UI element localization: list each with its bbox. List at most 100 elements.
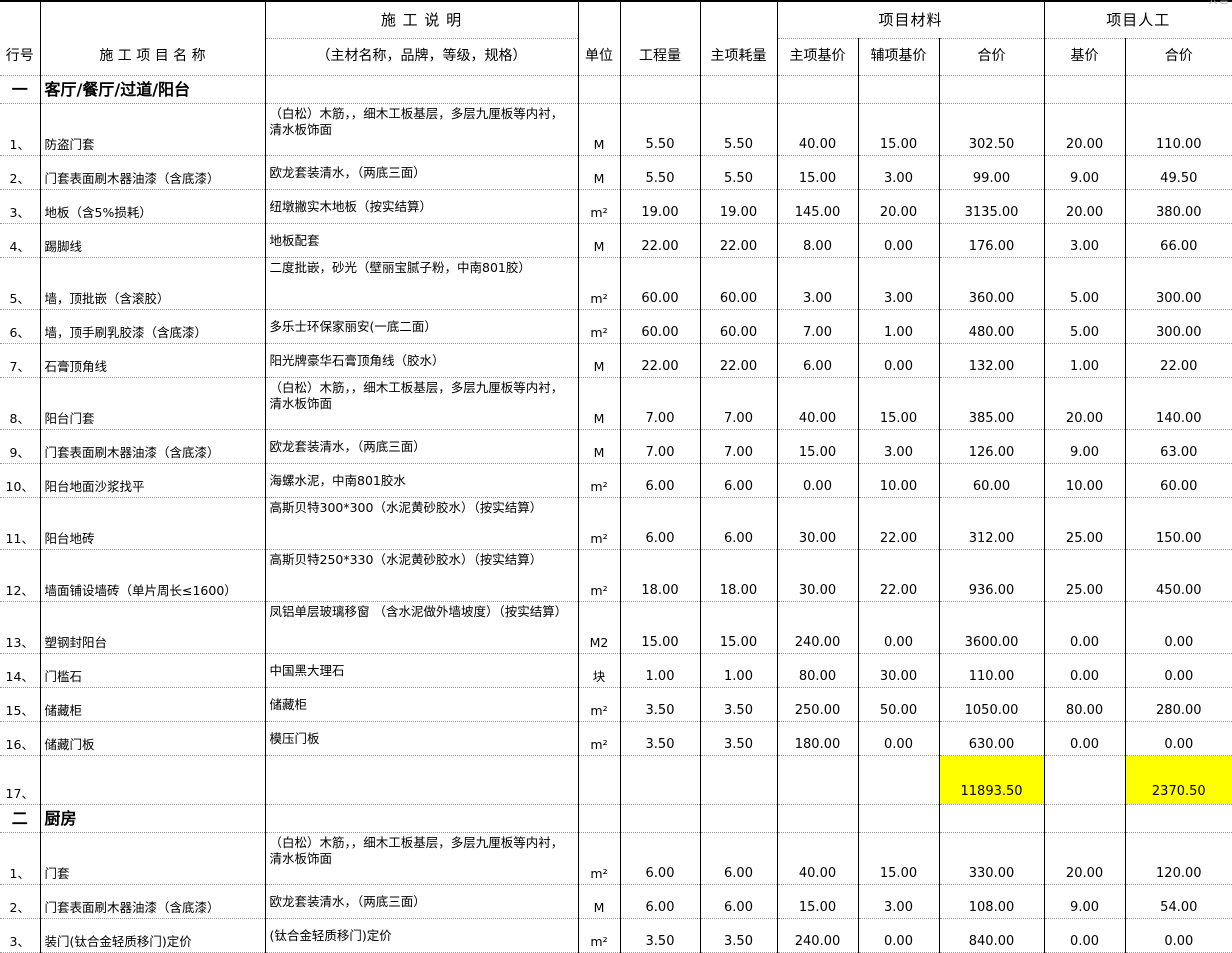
- cell-mat-total: 1050.00: [939, 687, 1045, 722]
- cell-aux-base: 1.00: [858, 309, 940, 344]
- section-blank-mbase: [777, 804, 859, 833]
- cell-name: 石膏顶角线: [40, 343, 266, 378]
- cell-aux-base: 3.00: [858, 257, 940, 310]
- section-blank-mtot: [939, 804, 1045, 833]
- cell-index: 14、: [0, 653, 41, 688]
- cell-name: 门套: [40, 832, 266, 885]
- section-blank-qty: [620, 75, 701, 104]
- section-row: 二厨房: [0, 804, 1232, 833]
- cell-labor-total: 300.00: [1125, 257, 1232, 310]
- table-row: 15、 储藏柜 储藏柜 m² 3.50 3.50 250.00 50.00 1050.00 80.…: [0, 687, 1232, 722]
- cell-index: 15、: [0, 687, 41, 722]
- cell-labor-total: 380.00: [1125, 189, 1232, 224]
- section-blank-lbase: [1044, 804, 1126, 833]
- cell-qty: 6.00: [620, 497, 701, 550]
- cell-labor-base: 0.00: [1044, 721, 1126, 756]
- cell-consumption: 7.00: [700, 429, 778, 464]
- section-blank-ltot: [1125, 75, 1232, 104]
- cell-index: 6、: [0, 309, 41, 344]
- cell-mat-total: 60.00: [939, 463, 1045, 498]
- table-row: 8、 阳台门套 （白松）木筋，，细木工板基层，多层九厘板等内衬，清水板饰面 M 7.00…: [0, 377, 1232, 430]
- cell-desc: 高斯贝特300*300（水泥黄砂胶水）（按实结算）: [265, 497, 579, 550]
- cell-index: 1、: [0, 103, 41, 156]
- cell-name: 装门(钛合金轻质移门)定价: [40, 918, 266, 953]
- table-row: 16、 储藏门板 模压门板 m² 3.50 3.50 180.00 0.00 630.00 0.0…: [0, 721, 1232, 756]
- cell-qty: 7.00: [620, 377, 701, 430]
- cell-labor-total: 60.00: [1125, 463, 1232, 498]
- cell-mat-base: 180.00: [777, 721, 859, 756]
- cell-mat-base: 80.00: [777, 653, 859, 688]
- cell-labor-base: 1.00: [1044, 343, 1126, 378]
- cell-aux-base: 50.00: [858, 687, 940, 722]
- cell-consumption: 5.50: [700, 155, 778, 190]
- table-row: 9、 门套表面刷木器油漆（含底漆） 欧龙套装清水，（两底三面） M 7.00 7.00 15…: [0, 429, 1232, 464]
- cell-qty: 18.00: [620, 549, 701, 602]
- cell-desc: 纽墩撇实木地板（按实结算）: [265, 189, 579, 224]
- cell-desc: 中国黑大理石: [265, 653, 579, 688]
- cell-mat-total: 132.00: [939, 343, 1045, 378]
- table-row: 7、 石膏顶角线 阳光牌豪华石膏顶角线（胶水） M 22.00 22.00 6.00 0.00…: [0, 343, 1232, 378]
- cell-unit: M: [578, 155, 621, 190]
- cell-desc: 储藏柜: [265, 687, 579, 722]
- cell-labor-total: 450.00: [1125, 549, 1232, 602]
- cell-aux-base: [858, 755, 940, 805]
- cell-aux-base: 15.00: [858, 377, 940, 430]
- cell-index: 7、: [0, 343, 41, 378]
- cell-qty: 15.00: [620, 601, 701, 654]
- cell-mat-total: 630.00: [939, 721, 1045, 756]
- cell-unit: m²: [578, 257, 621, 310]
- cell-mat-total: 3600.00: [939, 601, 1045, 654]
- cell-name: 地板（含5%损耗）: [40, 189, 266, 224]
- cell-desc: 多乐士环保家丽安(一底二面）: [265, 309, 579, 344]
- cell-labor-base: 20.00: [1044, 377, 1126, 430]
- cell-mat-total: 360.00: [939, 257, 1045, 310]
- cell-unit: [578, 755, 621, 805]
- table-row: 6、 墙，顶手刷乳胶漆（含底漆） 多乐士环保家丽安(一底二面） m² 60.00 60.0…: [0, 309, 1232, 344]
- cell-labor-total: 110.00: [1125, 103, 1232, 156]
- cell-labor-base: 80.00: [1044, 687, 1126, 722]
- table-row: 2、 门套表面刷木器油漆（含底漆） 欧龙套装清水，（两底三面） M 6.00 6.00 15…: [0, 884, 1232, 919]
- cell-labor-base: [1044, 755, 1126, 805]
- cell-labor-total: 0.00: [1125, 721, 1232, 756]
- cell-consumption: 6.00: [700, 884, 778, 919]
- cell-desc: 二度批嵌，砂光（壁丽宝腻子粉，中南801胶）: [265, 257, 579, 310]
- cell-labor-total: 0.00: [1125, 601, 1232, 654]
- cell-mat-base: 6.00: [777, 343, 859, 378]
- cell-desc: 欧龙套装清水，（两底三面）: [265, 429, 579, 464]
- cell-mat-total: 330.00: [939, 832, 1045, 885]
- cell-name: 门套表面刷木器油漆（含底漆）: [40, 429, 266, 464]
- cell-consumption: 22.00: [700, 223, 778, 258]
- cell-index: 2、: [0, 155, 41, 190]
- header-group-blank-unit: [578, 0, 621, 39]
- cell-desc: 地板配套: [265, 223, 579, 258]
- cell-aux-base: 0.00: [858, 601, 940, 654]
- cell-mat-base: 15.00: [777, 155, 859, 190]
- cell-consumption: 1.00: [700, 653, 778, 688]
- cell-consumption: 7.00: [700, 377, 778, 430]
- cell-index: 10、: [0, 463, 41, 498]
- cell-qty: 6.00: [620, 884, 701, 919]
- cell-labor-base: 9.00: [1044, 429, 1126, 464]
- section-blank-abase: [858, 804, 940, 833]
- cell-unit: 块: [578, 653, 621, 688]
- cell-aux-base: 15.00: [858, 103, 940, 156]
- cell-labor-total: 0.00: [1125, 918, 1232, 953]
- cell-unit: M: [578, 343, 621, 378]
- cell-mat-base: 240.00: [777, 918, 859, 953]
- cell-qty: 6.00: [620, 463, 701, 498]
- section-blank-ltot: [1125, 804, 1232, 833]
- table-row: 10、 阳台地面沙浆找平 海螺水泥，中南801胶水 m² 6.00 6.00 0.00 10.…: [0, 463, 1232, 498]
- table-row: 1、 防盗门套 （白松）木筋，，细木工板基层，多层九厘板等内衬，清水板饰面 M 5.50…: [0, 103, 1232, 156]
- header-group-row: 施 工 说 明 项目材料 项目人工: [0, 0, 1232, 39]
- cell-index: 17、: [0, 755, 41, 805]
- cell-labor-base: 0.00: [1044, 653, 1126, 688]
- table-row: 12、 墙面铺设墙砖（单片周长≤1600） 高斯贝特250*330（水泥黄砂胶水）（…: [0, 549, 1232, 602]
- cell-qty: 7.00: [620, 429, 701, 464]
- cell-aux-base: 22.00: [858, 549, 940, 602]
- cell-desc: （白松）木筋，，细木工板基层，多层九厘板等内衬，清水板饰面: [265, 832, 579, 885]
- cell-desc: 阳光牌豪华石膏顶角线（胶水）: [265, 343, 579, 378]
- cell-index: 8、: [0, 377, 41, 430]
- cell-index: 2、: [0, 884, 41, 919]
- table-row: 17、 11893.50 2370.50: [0, 755, 1232, 805]
